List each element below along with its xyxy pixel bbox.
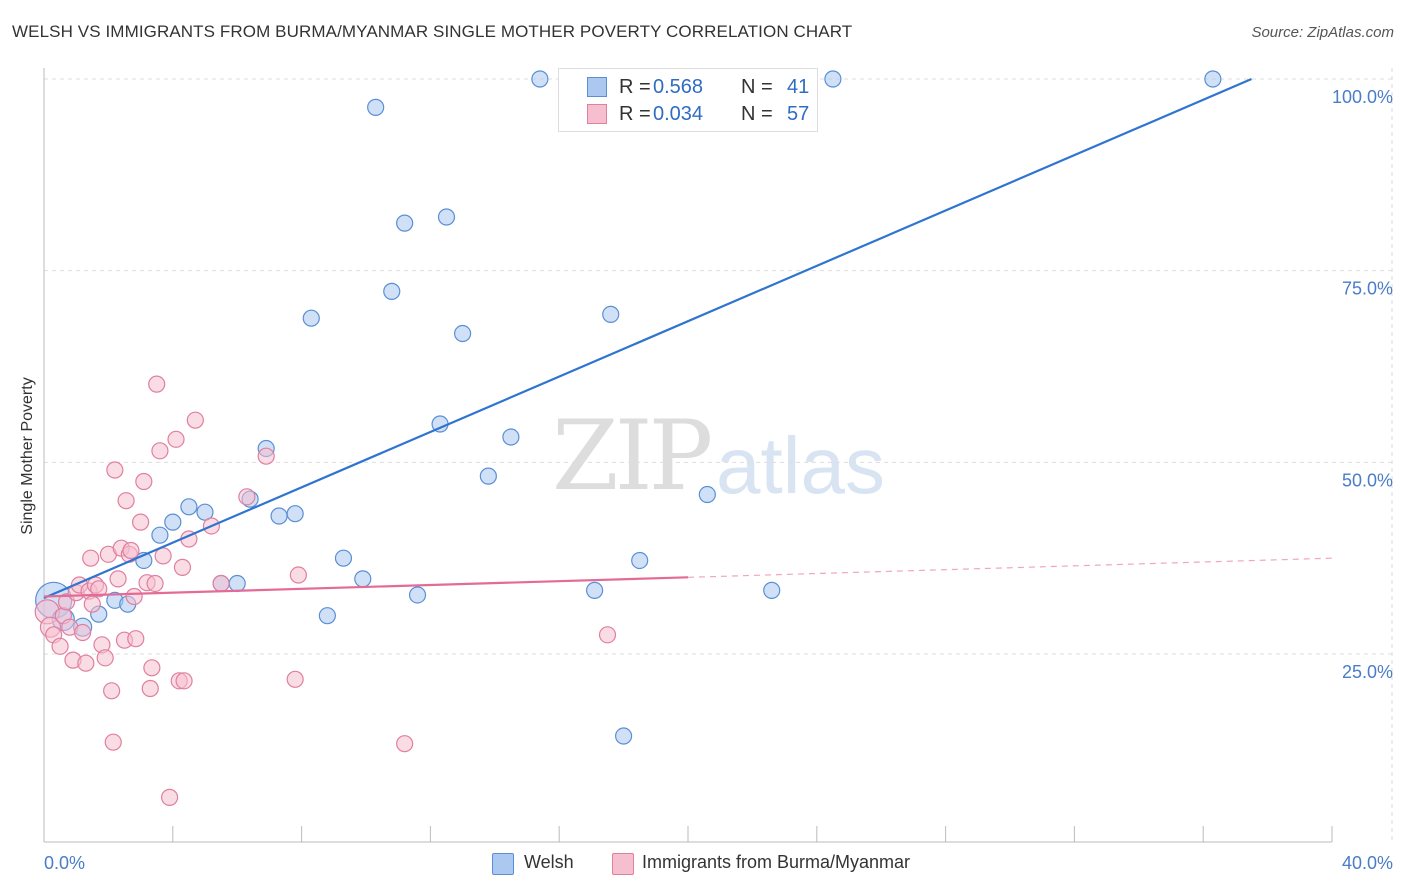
burma-point [151,442,169,460]
welsh-point [531,70,549,88]
legend-n-value-burma: 57 [787,102,810,125]
watermark-atlas: atlas [716,421,885,510]
burma-point [238,488,256,506]
welsh-point [286,505,304,523]
welsh-point [631,551,649,570]
burma-point [135,472,153,491]
welsh-point [479,467,497,485]
y-tick-label: 50.0% [1342,470,1393,490]
series-legend-label-burma: Immigrants from Burma/Myanmar [642,852,911,872]
burma-point [257,447,275,465]
burma-trend-extension [687,557,1333,578]
welsh-point [318,607,336,625]
burma-point [396,735,414,753]
burma-point [186,411,204,429]
source-label: Source: ZipAtlas.com [1251,24,1394,41]
burma-point [83,595,101,613]
burma-point [103,682,121,700]
burma-point [127,630,145,648]
stats-legend: R = 0.568 N = 41 R = 0.034 N = 57 [558,68,818,132]
welsh-point [302,309,320,327]
welsh-point [151,526,169,544]
burma-point [82,549,100,567]
y-tick-label: 25.0% [1342,662,1393,682]
burma-point [96,649,114,667]
burma-point [175,672,193,690]
burma-point [173,558,192,576]
legend-r-value-welsh: 0.568 [653,75,704,98]
burma-point [77,654,95,672]
legend-n-label-burma: N = [741,102,773,125]
welsh-point [180,498,198,516]
burma-point [167,430,185,448]
burma-point [109,570,127,588]
legend-r-label-welsh: R = [619,75,651,98]
welsh-point [354,570,372,588]
x-tick-label-min: 0.0% [44,853,85,873]
welsh-point [586,581,604,599]
burma-point [143,659,161,677]
series-legend-swatch-burma [612,853,634,875]
burma-point [289,566,307,584]
burma-point [117,492,135,510]
welsh-point [1204,70,1222,88]
welsh-point [614,727,633,745]
welsh-point [383,282,401,300]
burma-point [104,733,122,751]
burma-point [212,574,230,593]
legend-r-value-burma: 0.034 [653,102,704,125]
burma-point [51,637,69,655]
burma-point [125,587,143,606]
welsh-trend-line [43,77,1252,600]
welsh-point [602,305,620,323]
burma-point [148,375,166,393]
welsh-point [396,214,414,232]
welsh-point [228,574,246,593]
welsh-point [367,98,385,116]
burma-point [598,626,617,644]
welsh-point [270,507,288,525]
legend-n-value-welsh: 41 [787,75,810,98]
legend-swatch-welsh [587,77,607,97]
legend-n-label-welsh: N = [741,75,773,98]
series-legend-label-welsh: Welsh [524,852,574,872]
burma-point [146,574,164,593]
burma-point [90,580,108,598]
legend-r-label-burma: R = [619,102,651,125]
welsh-point [502,428,520,446]
welsh-point [824,70,842,88]
welsh-point [454,324,472,343]
watermark-zip: ZIP [552,400,713,512]
x-tick-label-max: 40.0% [1342,853,1393,873]
welsh-point [408,586,427,604]
burma-point [106,461,124,479]
chart-title: WELSH VS IMMIGRANTS FROM BURMA/MYANMAR S… [12,22,853,41]
welsh-point [698,485,716,504]
burma-point [141,679,159,698]
welsh-point [437,208,456,226]
y-tick-label: 75.0% [1342,279,1393,299]
burma-point [74,623,92,642]
burma-trend-line [43,576,689,598]
burma-point [122,541,140,560]
y-tick-label: 100.0% [1332,87,1393,107]
welsh-point [763,581,781,599]
welsh-point [334,549,353,567]
burma-point [160,788,179,806]
legend-swatch-burma [587,104,607,124]
series-legend-swatch-welsh [492,853,514,875]
welsh-point [164,513,182,531]
burma-point [132,513,150,531]
welsh-point [196,503,214,521]
burma-point [286,670,304,688]
